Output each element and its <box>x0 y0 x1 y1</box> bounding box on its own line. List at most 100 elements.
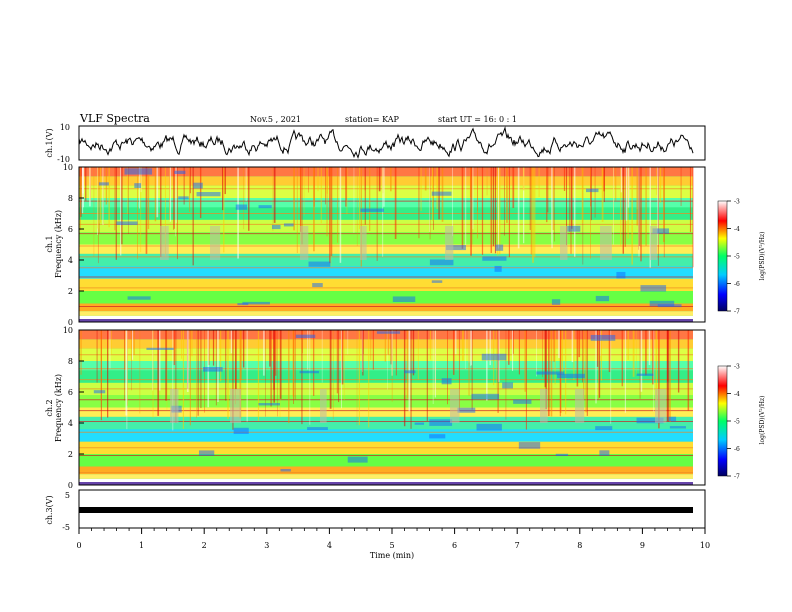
spectrogram-patch <box>307 427 328 431</box>
spectrogram-band <box>79 454 693 467</box>
colorbar-tick-label: -3 <box>734 199 740 206</box>
spectrogram-patch <box>636 417 664 424</box>
spectrogram-gap <box>600 225 612 260</box>
spectrogram-patch <box>124 168 153 175</box>
spectrogram-patch <box>203 366 223 372</box>
spectrogram-patch <box>360 208 384 212</box>
ch2-spec-ylabel-channel: ch.2 <box>45 399 54 416</box>
spectrogram-patch <box>347 456 368 463</box>
spectrogram-patch <box>481 353 507 361</box>
time-tick-label: 3 <box>264 541 269 550</box>
spectrogram-band <box>79 407 693 417</box>
spectrogram-patch <box>502 382 513 389</box>
spectrogram-patch <box>299 370 320 374</box>
spectrogram-patch <box>404 370 416 374</box>
spectrogram-patch <box>429 259 454 266</box>
colorbar-tick-label: -4 <box>734 391 740 398</box>
ch1-spectrogram <box>79 167 694 322</box>
ch3-waveform-band <box>79 507 693 513</box>
figure-title: VLF Spectra <box>79 112 150 125</box>
time-tick-label: 10 <box>700 541 710 550</box>
spectrogram-patch <box>482 256 507 261</box>
spectrogram-band <box>79 330 693 340</box>
colorbar-tick-label: -5 <box>734 254 740 261</box>
time-tick-label: 7 <box>515 541 520 550</box>
spectrogram-band <box>79 185 693 198</box>
spectrogram-patch <box>134 183 142 188</box>
spectrogram-patch <box>283 223 294 227</box>
time-tick-label: 9 <box>640 541 645 550</box>
spectrogram-patch <box>551 299 561 305</box>
spectrogram-patch <box>193 182 203 189</box>
freq-tick-label: 2 <box>68 287 73 296</box>
ch1-spec-ylabel-channel: ch.1 <box>45 235 54 252</box>
spectrogram-band <box>79 339 693 349</box>
spectrogram-patch <box>196 192 221 197</box>
spectrogram-patch <box>431 280 443 283</box>
spectrogram-band <box>79 278 693 291</box>
spectrogram-band <box>79 315 693 322</box>
spectrogram-band <box>79 176 693 186</box>
colorbar-ch2: -3 -4 -5 -6 -7 log(PSD)(V²/Hz) <box>717 364 766 481</box>
spectrogram-gap <box>540 388 548 423</box>
spectrogram-patch <box>235 204 248 210</box>
spectrogram-patch <box>585 188 599 193</box>
spectrogram-patch <box>116 221 138 226</box>
spectrogram-patch <box>146 347 174 350</box>
ch1-spec-ylabel-freq: Frequency (kHz) <box>54 210 63 278</box>
colorbar-tick-label: -5 <box>734 419 740 426</box>
x-axis-label: Time (min) <box>370 551 414 560</box>
spectrogram-band <box>79 361 693 371</box>
spectrogram-patch <box>431 191 452 196</box>
spectrogram-patch <box>271 224 281 230</box>
time-tick-label: 6 <box>452 541 457 550</box>
spectrogram-band <box>79 303 693 312</box>
spectrogram-gap <box>445 225 454 260</box>
ch1-ytick-top: 10 <box>60 123 70 132</box>
spectrogram-patch <box>590 334 616 341</box>
ch2-spectrogram-panel: 0 2 4 6 8 10 ch.2 Frequency (kHz) <box>45 326 706 490</box>
station-label: station= KAP <box>345 115 400 124</box>
spectrogram-patch <box>376 331 401 334</box>
spectrogram-patch <box>471 393 499 400</box>
spectrogram-band <box>79 244 693 254</box>
start-time-label: start UT = 16: 0 : 1 <box>438 115 517 124</box>
spectrogram-patch <box>636 373 654 376</box>
spectrogram-band <box>79 478 693 485</box>
freq-tick-label: 2 <box>68 450 73 459</box>
ch1-waveform-panel: 10 -10 ch.1(V) <box>45 123 706 164</box>
spectrogram-band <box>79 198 693 208</box>
spectrogram-patch <box>280 468 291 472</box>
spectrogram-patch <box>295 334 316 338</box>
spectrogram-patch <box>392 296 416 303</box>
freq-tick-label: 6 <box>68 388 73 397</box>
time-tick-label: 8 <box>577 541 582 550</box>
spectrogram-patch <box>595 295 610 302</box>
colorbar-tick-label: -3 <box>734 364 740 371</box>
spectrogram-band <box>79 219 693 233</box>
spectrogram-gap <box>160 225 169 260</box>
spectrogram-patch <box>237 303 249 306</box>
spectrogram-gap <box>650 225 658 260</box>
date-label: Nov.5 , 2021 <box>250 115 301 124</box>
spectrogram-patch <box>98 182 109 186</box>
colorbar-tick-label: -6 <box>734 446 740 453</box>
spectrogram-patch <box>557 373 585 379</box>
spectrogram-baseline <box>79 482 693 485</box>
spectrogram-patch <box>258 205 272 209</box>
spectrogram-patch <box>174 170 186 174</box>
spectrogram-band <box>79 370 693 383</box>
spectrogram-patch <box>457 407 476 413</box>
spectrogram-patch <box>242 301 270 305</box>
spectrogram-patch <box>652 228 670 234</box>
colorbar-tick-label: -4 <box>734 226 740 233</box>
spectrogram-band <box>79 291 693 304</box>
freq-tick-label: 4 <box>68 256 73 265</box>
ch3-waveform-panel: 5 -5 ch.3(V) 0 1 2 3 4 5 6 7 8 9 10 Time (min) <box>45 489 710 560</box>
ch2-spec-ylabel-freq: Frequency (kHz) <box>54 374 63 442</box>
freq-tick-label: 8 <box>68 357 73 366</box>
spectrogram-baseline <box>79 319 693 322</box>
time-tick-label: 0 <box>76 541 81 550</box>
spectrogram-band <box>79 311 693 316</box>
